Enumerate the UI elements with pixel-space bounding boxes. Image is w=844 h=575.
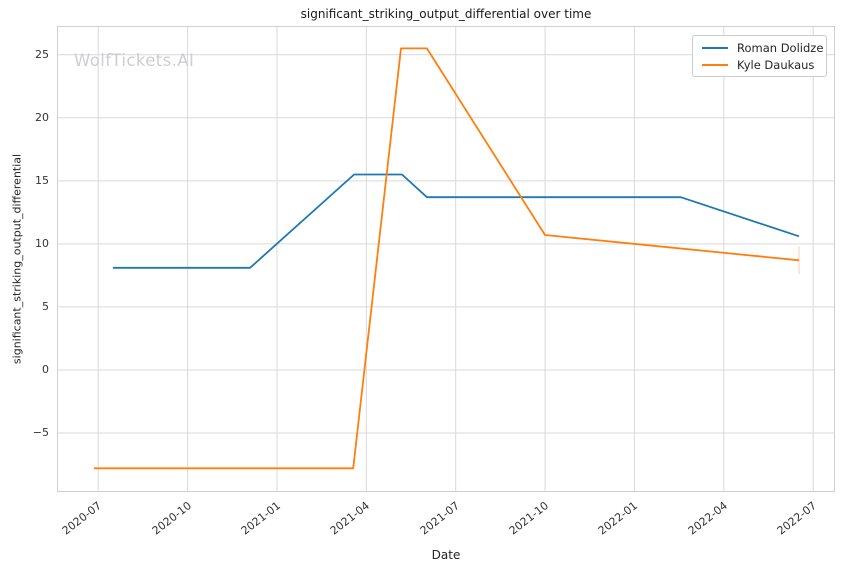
series-line-roman-dolidze [112, 173, 800, 269]
y-tick-label: 15 [35, 173, 49, 187]
chart-title: significant_striking_output_differential… [300, 7, 592, 21]
y-tick-label: 10 [35, 236, 49, 250]
y-tick-label: −5 [32, 426, 49, 439]
x-tick-label: 2020-10 [149, 499, 194, 538]
y-tick-label: 0 [42, 362, 49, 376]
legend-label: Roman Dolidze [737, 40, 824, 55]
legend-entry-roman-dolidze: Roman Dolidze [693, 39, 826, 56]
y-tick-label: 5 [42, 299, 49, 313]
x-tick-label: 2022-01 [596, 499, 641, 538]
plot-canvas [58, 27, 834, 491]
legend-line-swatch [702, 46, 728, 49]
x-tick-label: 2021-01 [238, 499, 283, 538]
legend-entry-kyle-daukaus: Kyle Daukaus [693, 56, 826, 73]
y-tick-label: 25 [35, 47, 49, 61]
legend-label: Kyle Daukaus [737, 57, 815, 72]
y-tick-label: 20 [35, 110, 49, 124]
watermark-text: WolfTickets.AI [74, 51, 195, 70]
series-line-kyle-daukaus [93, 47, 800, 470]
x-axis-label: Date [431, 548, 461, 562]
x-tick-label: 2022-07 [774, 499, 820, 538]
x-tick-label: 2021-10 [506, 499, 552, 538]
x-tick-label: 2021-04 [328, 499, 373, 538]
x-tick-label: 2021-07 [417, 499, 462, 538]
legend: Roman Dolidze Kyle Daukaus [692, 35, 827, 77]
plot-area [57, 26, 835, 492]
legend-line-swatch [702, 63, 728, 66]
x-tick-label: 2020-07 [59, 499, 105, 538]
x-tick-label: 2022-04 [685, 499, 730, 538]
